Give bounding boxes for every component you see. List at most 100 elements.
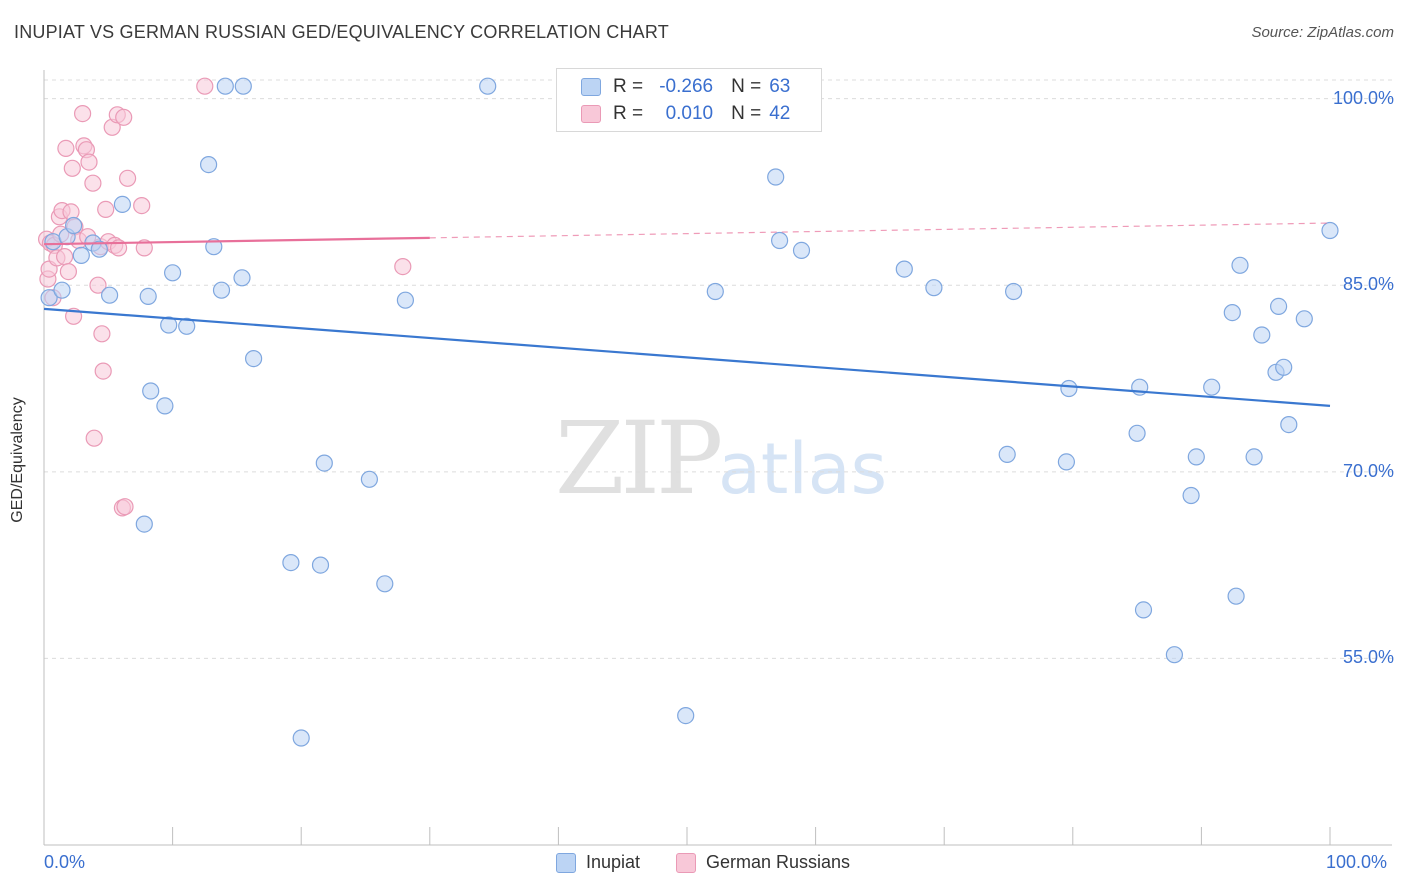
watermark-atlas: atlas — [718, 428, 888, 510]
point-inupiat-49 — [1187, 448, 1205, 466]
point-german-russians-42 — [394, 258, 412, 276]
point-german-russians-14 — [63, 159, 81, 177]
point-inupiat-39 — [925, 279, 943, 297]
legend-n-label: N = — [731, 103, 762, 124]
point-inupiat-22 — [234, 77, 252, 95]
legend-item-german-russians[interactable]: German Russians — [675, 852, 851, 873]
trend-line-inupiat — [43, 307, 1331, 407]
point-inupiat-27 — [315, 454, 333, 472]
point-inupiat-43 — [1060, 379, 1078, 398]
legend-r-value-inupiat: -0.266 — [659, 76, 714, 97]
point-inupiat-18 — [205, 238, 223, 256]
point-german-russians-23 — [84, 174, 102, 192]
x-tick-label-max: 100.0% — [1326, 852, 1388, 872]
point-inupiat-46 — [1134, 601, 1153, 619]
point-inupiat-59 — [1280, 416, 1298, 434]
point-inupiat-9 — [113, 195, 132, 213]
point-inupiat-21 — [233, 269, 251, 287]
y-tick-label-2: 70.0% — [1342, 460, 1394, 481]
point-inupiat-37 — [792, 241, 811, 259]
point-inupiat-31 — [479, 77, 497, 95]
point-inupiat-11 — [135, 515, 153, 533]
point-inupiat-58 — [1275, 358, 1293, 376]
legend-r-label: R = — [613, 76, 644, 97]
y-tick-label-0: 100.0% — [1332, 87, 1394, 108]
point-inupiat-42 — [1057, 453, 1076, 471]
chart-title: INUPIAT VS GERMAN RUSSIAN GED/EQUIVALENC… — [14, 22, 669, 42]
point-inupiat-55 — [1253, 326, 1271, 344]
trend-line-german-russians — [43, 236, 430, 246]
point-german-russians-28 — [94, 362, 112, 380]
point-inupiat-26 — [311, 556, 330, 574]
german-russians-swatch — [675, 852, 696, 873]
point-inupiat-44 — [1128, 424, 1146, 442]
point-german-russians-41 — [196, 77, 214, 95]
point-german-russians-40 — [135, 239, 153, 257]
point-german-russians-22 — [80, 153, 98, 171]
point-inupiat-4 — [64, 216, 83, 235]
point-inupiat-40 — [998, 445, 1016, 463]
point-inupiat-61 — [1321, 221, 1339, 240]
point-inupiat-8 — [100, 286, 119, 304]
legend-row-german-russians: R = 0.010 N = 42 — [581, 102, 790, 126]
point-inupiat-24 — [282, 553, 300, 572]
point-german-russians-24 — [85, 429, 103, 447]
point-inupiat-48 — [1182, 486, 1200, 505]
legend-r-label: R = — [613, 103, 644, 124]
point-inupiat-15 — [164, 264, 182, 282]
point-inupiat-36 — [770, 231, 789, 250]
point-german-russians-39 — [133, 197, 151, 215]
point-inupiat-10 — [139, 287, 157, 305]
point-inupiat-23 — [245, 350, 263, 368]
point-inupiat-33 — [677, 706, 695, 725]
point-german-russians-10 — [55, 248, 74, 266]
legend-label-inupiat: Inupiat — [585, 852, 640, 872]
point-inupiat-2 — [53, 281, 71, 299]
point-inupiat-0 — [40, 289, 58, 307]
point-inupiat-35 — [767, 168, 785, 186]
point-german-russians-29 — [97, 200, 115, 218]
point-german-russians-27 — [93, 325, 111, 343]
inupiat-swatch — [581, 78, 601, 96]
point-inupiat-19 — [212, 281, 231, 299]
watermark-zip: ZIP — [555, 400, 723, 517]
point-german-russians-11 — [57, 139, 75, 157]
legend-n-label: N = — [731, 76, 762, 97]
point-inupiat-17 — [200, 156, 218, 174]
y-tick-label-3: 55.0% — [1342, 647, 1394, 668]
point-german-russians-25 — [89, 276, 107, 294]
point-german-russians-36 — [115, 108, 133, 126]
legend-item-inupiat[interactable]: Inupiat — [555, 852, 640, 873]
point-inupiat-47 — [1165, 646, 1184, 664]
point-inupiat-38 — [895, 260, 913, 278]
trend-line-german-russians-extrapolated — [429, 222, 1331, 239]
point-german-russians-12 — [59, 263, 78, 281]
point-inupiat-13 — [156, 397, 174, 415]
legend-n-value-german-russians: 42 — [769, 103, 791, 124]
point-inupiat-7 — [90, 240, 108, 258]
correlation-legend: R = -0.266 N = 63 R = 0.010 N = 42 — [556, 68, 822, 132]
inupiat-swatch — [555, 852, 576, 873]
legend-label-german-russians: German Russians — [705, 852, 851, 872]
point-inupiat-25 — [292, 729, 310, 747]
point-inupiat-41 — [1004, 282, 1023, 301]
point-inupiat-5 — [72, 246, 90, 264]
legend-r-value-german-russians: 0.010 — [665, 103, 714, 124]
german-russians-swatch — [581, 105, 601, 123]
legend-row-inupiat: R = -0.266 N = 63 — [581, 75, 790, 99]
point-inupiat-16 — [178, 317, 196, 335]
point-inupiat-57 — [1269, 297, 1288, 315]
point-german-russians-37 — [116, 498, 134, 516]
point-inupiat-20 — [216, 77, 234, 95]
point-inupiat-50 — [1203, 378, 1221, 396]
y-axis-label: GED/Equivalency — [9, 397, 26, 523]
point-inupiat-34 — [706, 282, 724, 301]
point-german-russians-18 — [73, 104, 92, 123]
point-inupiat-29 — [376, 575, 394, 593]
point-inupiat-54 — [1245, 448, 1263, 466]
point-inupiat-30 — [396, 291, 414, 309]
point-inupiat-14 — [160, 316, 178, 334]
y-tick-label-1: 85.0% — [1342, 274, 1394, 295]
point-inupiat-60 — [1295, 310, 1313, 328]
